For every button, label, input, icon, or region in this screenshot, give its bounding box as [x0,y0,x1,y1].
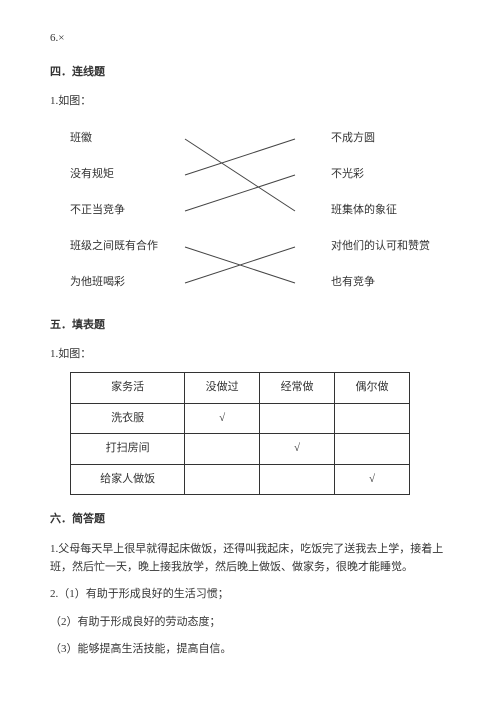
short-answer-2-1: 2.（1）有助于形成良好的生活习惯； [50,586,450,604]
match-right-4: 也有竞争 [331,265,430,301]
table-header-row: 家务活 没做过 经常做 偶尔做 [71,372,410,403]
table-row: 洗衣服 √ [71,403,410,434]
table-cell: √ [335,464,410,495]
table-cell [335,403,410,434]
table-cell [260,403,335,434]
match-right-0: 不成方圆 [331,121,430,157]
section-6-title: 六．简答题 [50,511,450,529]
short-answer-2-3: （3）能够提高生活技能，提高自信。 [50,641,450,659]
answer-item-6: 6.× [50,30,450,48]
table-cell [335,434,410,465]
table-cell [260,464,335,495]
section-4-title: 四．连线题 [50,64,450,82]
table-row: 给家人做饭 √ [71,464,410,495]
table-row-label: 打扫房间 [71,434,185,465]
table-header-3: 偶尔做 [335,372,410,403]
table-header-0: 家务活 [71,372,185,403]
table-cell: √ [185,403,260,434]
match-right-3: 对他们的认可和赞赏 [331,229,430,265]
match-left-2: 不正当竞争 [70,193,158,229]
table-row-label: 给家人做饭 [71,464,185,495]
table-cell: √ [260,434,335,465]
section-5-prompt: 1.如图： [50,346,450,364]
match-left-3: 班级之间既有合作 [70,229,158,265]
match-right-2: 班集体的象征 [331,193,430,229]
section-4-prompt: 1.如图： [50,93,450,111]
matching-right-column: 不成方圆 不光彩 班集体的象征 对他们的认可和赞赏 也有竞争 [331,121,430,301]
table-header-2: 经常做 [260,372,335,403]
matching-diagram: 班徽 没有规矩 不正当竞争 班级之间既有合作 为他班喝彩 不成方圆 不光彩 班集… [70,121,430,301]
table-header-1: 没做过 [185,372,260,403]
match-left-0: 班徽 [70,121,158,157]
match-left-4: 为他班喝彩 [70,265,158,301]
short-answer-1: 1.父母每天早上很早就得起床做饭，还得叫我起床，吃饭完了送我去上学，接着上班，然… [50,541,450,576]
match-right-1: 不光彩 [331,157,430,193]
table-row-label: 洗衣服 [71,403,185,434]
table-cell [185,464,260,495]
section-5-title: 五．填表题 [50,317,450,335]
table-row: 打扫房间 √ [71,434,410,465]
short-answer-2-2: （2）有助于形成良好的劳动态度； [50,614,450,632]
chores-table: 家务活 没做过 经常做 偶尔做 洗衣服 √ 打扫房间 √ 给家人做饭 √ [70,372,410,495]
match-left-1: 没有规矩 [70,157,158,193]
matching-left-column: 班徽 没有规矩 不正当竞争 班级之间既有合作 为他班喝彩 [70,121,158,301]
table-cell [185,434,260,465]
